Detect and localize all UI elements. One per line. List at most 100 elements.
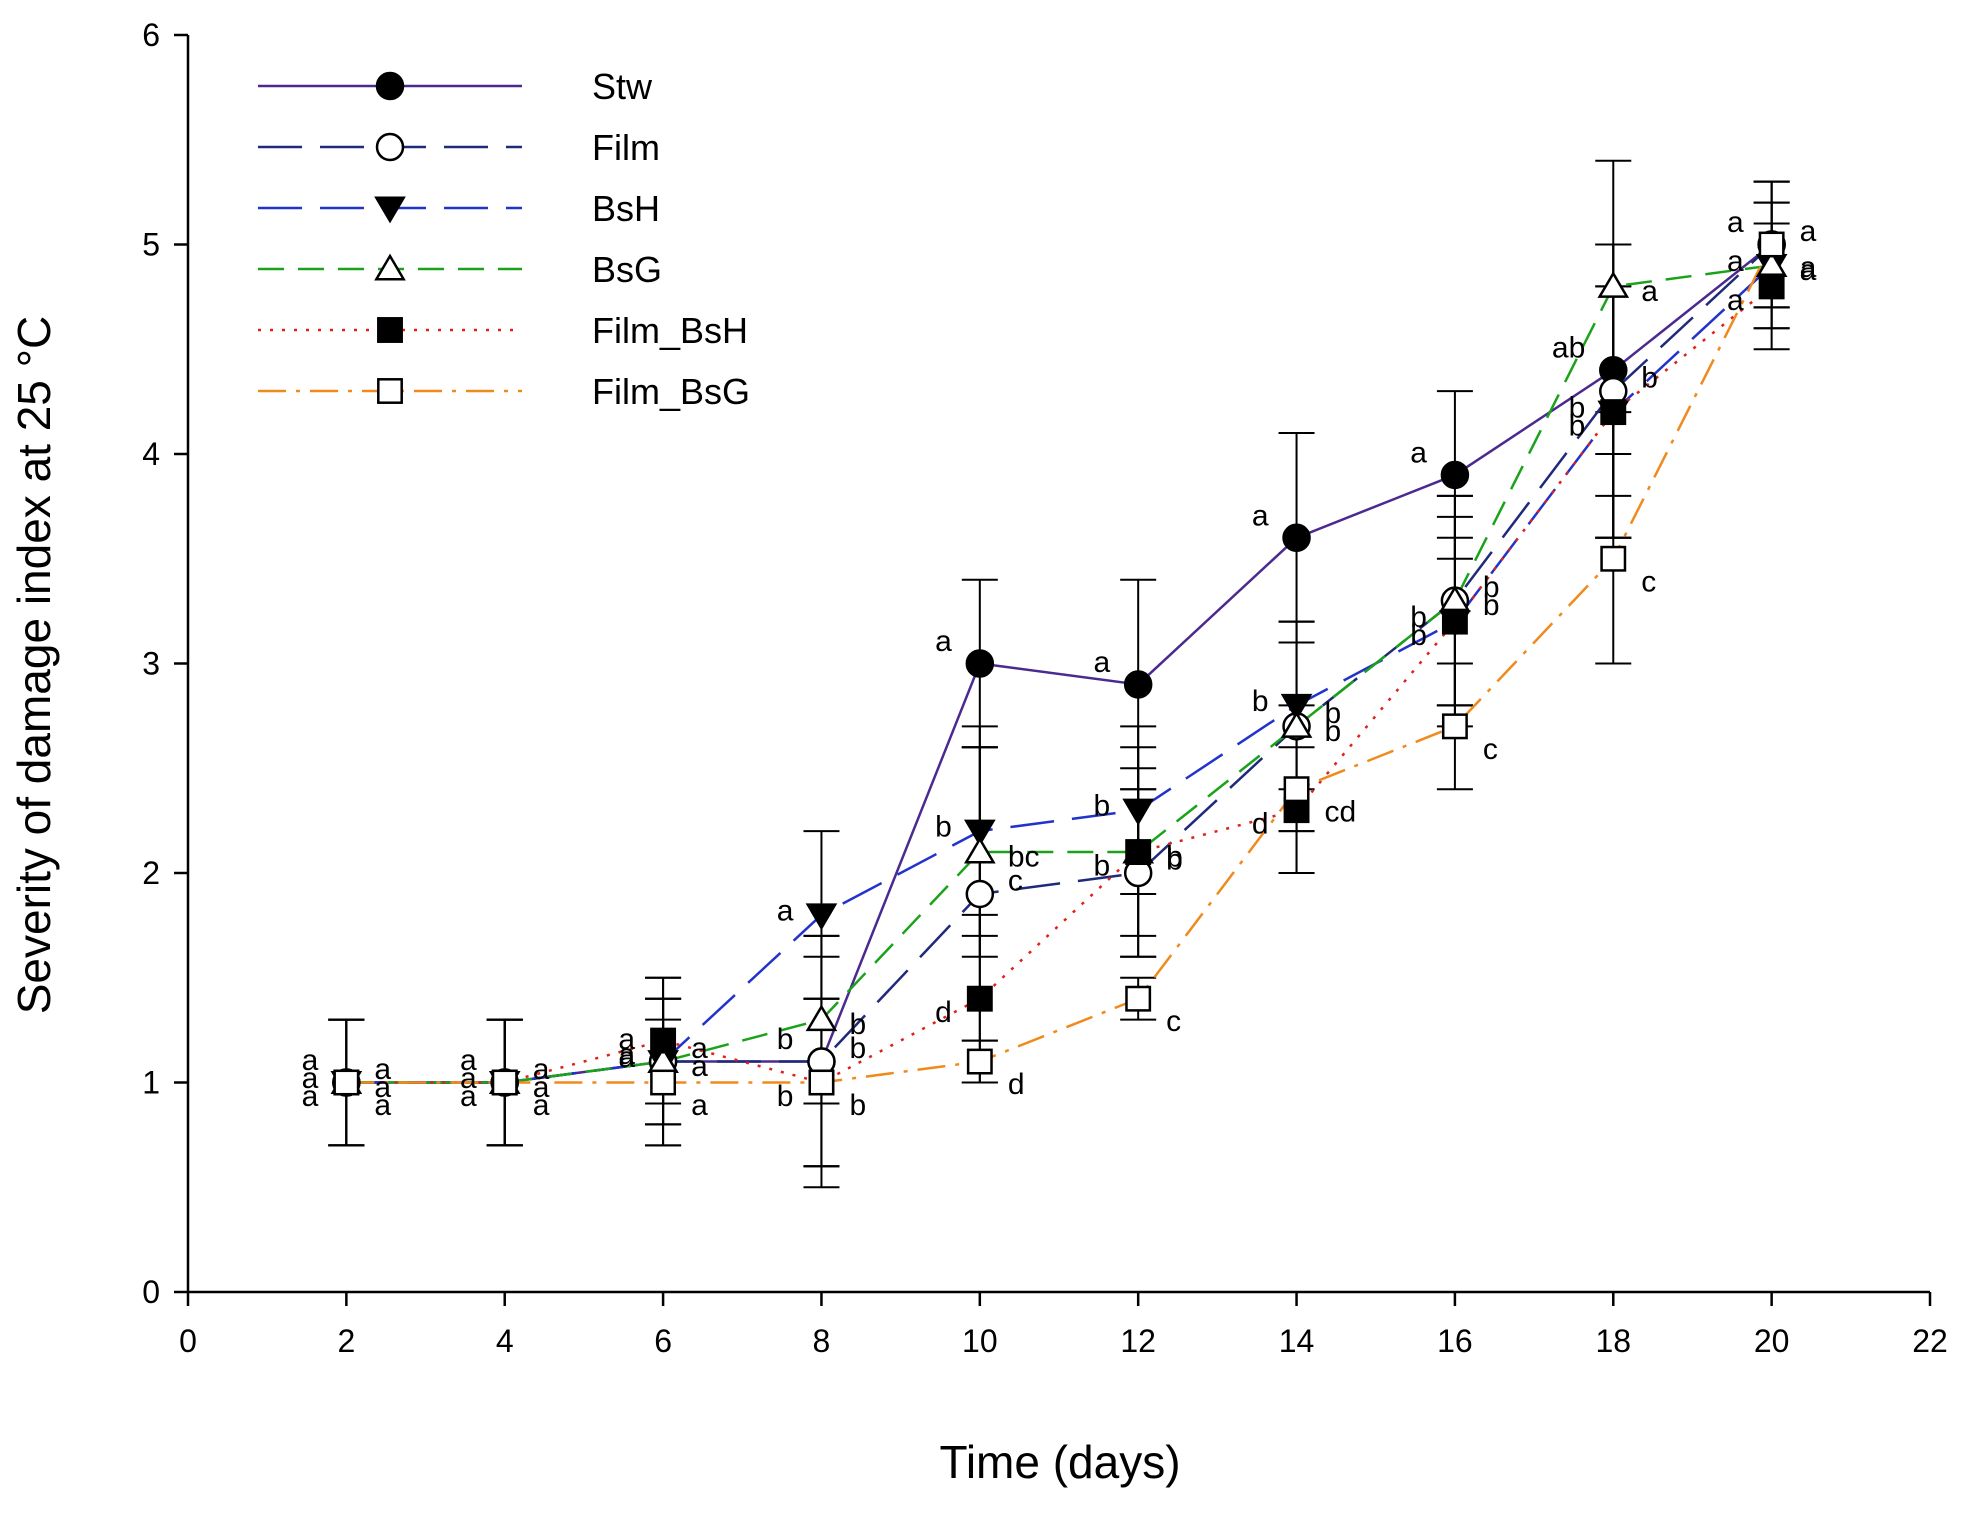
legend-marker <box>374 253 406 281</box>
x-tick-label: 6 <box>654 1323 672 1359</box>
data-point <box>1758 231 1785 258</box>
significance-letter: a <box>533 1089 550 1122</box>
significance-letter: d <box>935 996 952 1029</box>
series-line-group-film <box>346 243 1773 1084</box>
legend-marker <box>377 317 403 343</box>
significance-letter: b <box>1410 619 1427 652</box>
x-axis-title: Time (days) <box>939 1436 1180 1488</box>
significance-letter: b <box>1166 844 1183 877</box>
legend-item-film-bsg: Film_BsG <box>258 371 750 412</box>
legend-item-stw: Stw <box>258 66 653 107</box>
series-markers-film-bsh <box>333 273 1785 1096</box>
series-line-bsg <box>346 264 1772 1084</box>
significance-letter: a <box>618 1038 635 1071</box>
significance-letter: a <box>1800 215 1817 248</box>
series-line-film-bsg <box>346 243 1773 1084</box>
significance-letter: b <box>1166 841 1183 874</box>
data-point <box>1600 545 1627 572</box>
significance-letter: b <box>1569 410 1586 443</box>
legend: Stw Film BsH BsG Film_BsH Film_BsG <box>258 66 750 412</box>
data-point <box>965 879 995 909</box>
x-tick-label: 0 <box>179 1323 197 1359</box>
y-tick-label: 1 <box>142 1065 160 1101</box>
data-point <box>1441 608 1468 635</box>
significance-letter: c <box>1641 565 1656 598</box>
significance-letter: a <box>1727 284 1744 317</box>
series-markers-bsh <box>330 253 1788 1098</box>
significance-letter: b <box>1410 601 1427 634</box>
data-point <box>1597 270 1630 298</box>
significance-letter: b <box>777 1023 794 1056</box>
y-tick-label: 6 <box>142 17 160 53</box>
legend-label: Film_BsH <box>592 310 748 351</box>
significance-letter: b <box>1483 571 1500 604</box>
significance-letter: b <box>1641 362 1658 395</box>
data-point <box>963 836 996 864</box>
data-point <box>650 1027 677 1054</box>
significance-letter: a <box>1800 254 1817 287</box>
significance-letter: a <box>618 1023 635 1056</box>
significance-letter: a <box>302 1044 319 1077</box>
significance-letter: bc <box>1008 841 1040 874</box>
data-point <box>1282 523 1311 553</box>
significance-letter: c <box>1166 1005 1181 1038</box>
data-point <box>1280 710 1313 738</box>
significance-letter: a <box>1252 499 1269 532</box>
y-tick-label: 3 <box>142 646 160 682</box>
y-tick-label: 5 <box>142 227 160 263</box>
y-tick-label: 2 <box>142 855 160 891</box>
legend-label: Film <box>592 127 660 168</box>
significance-letter: b <box>1483 589 1500 622</box>
legend-marker <box>374 196 406 224</box>
series-bsg <box>328 159 1790 1147</box>
legend-label: BsG <box>592 249 662 290</box>
significance-letter: b <box>777 1080 794 1113</box>
data-point <box>333 1069 360 1096</box>
significance-letter: a <box>1093 646 1110 679</box>
data-point <box>1122 798 1155 826</box>
significance-letter: a <box>618 1041 635 1074</box>
series-line-group-film-bsh <box>346 285 1773 1084</box>
data-point <box>1758 273 1785 300</box>
significance-letter: a <box>460 1044 477 1077</box>
data-point <box>1600 399 1627 426</box>
significance-letter: a <box>1410 436 1427 469</box>
significance-letter: a <box>533 1053 550 1086</box>
data-point <box>650 1069 677 1096</box>
legend-item-bsh: BsH <box>258 188 660 229</box>
data-point <box>1440 460 1470 490</box>
data-point <box>808 1069 835 1096</box>
data-point <box>966 985 993 1012</box>
x-tick-label: 18 <box>1595 1323 1631 1359</box>
significance-letter: a <box>691 1032 708 1065</box>
significance-letter: cd <box>1325 796 1357 829</box>
significance-letter: a <box>302 1062 319 1095</box>
series-line-group-film-bsg <box>346 243 1773 1084</box>
significance-letter: a <box>460 1062 477 1095</box>
series-line-stw <box>346 243 1773 1084</box>
x-tick-label: 8 <box>813 1323 831 1359</box>
significance-letter: b <box>1569 392 1586 425</box>
x-tick-label: 16 <box>1437 1323 1473 1359</box>
legend-item-film: Film <box>258 127 660 168</box>
significance-letter: c <box>1483 733 1498 766</box>
significance-letter: b <box>849 1089 866 1122</box>
legend-label: BsH <box>592 188 660 229</box>
data-point <box>805 903 838 931</box>
significance-letter: b <box>849 1008 866 1041</box>
x-tick-label: 10 <box>962 1323 998 1359</box>
y-tick-label: 0 <box>142 1274 160 1310</box>
x-tick-label: 20 <box>1754 1323 1790 1359</box>
x-tick-label: 2 <box>337 1323 355 1359</box>
data-point <box>965 649 995 678</box>
significance-letter: b <box>1252 685 1269 718</box>
legend-label: Stw <box>592 66 653 107</box>
series-markers-film-bsg <box>333 231 1785 1096</box>
